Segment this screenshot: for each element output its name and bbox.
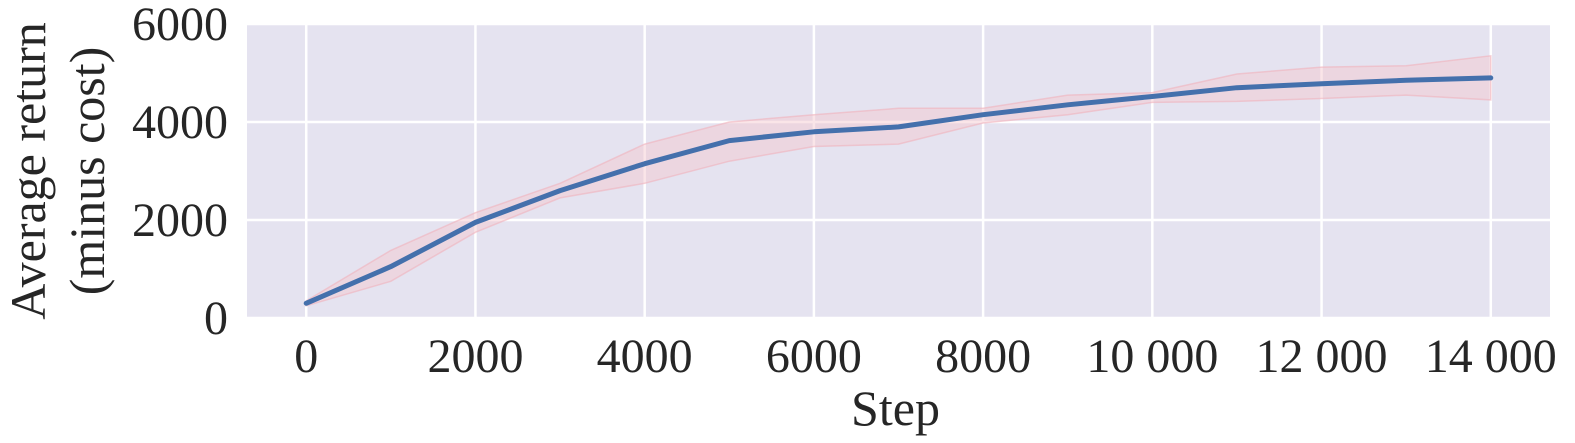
x-tick-label: 8000: [935, 330, 1031, 383]
y-tick-label: 6000: [132, 0, 228, 51]
x-tick-label: 4000: [597, 330, 693, 383]
y-axis-label: Average return (minus cost): [0, 22, 115, 320]
series-line: [303, 75, 1494, 306]
x-tick-label: 0: [294, 330, 318, 383]
y-axis-label-line-2: (minus cost): [59, 47, 115, 296]
y-tick-label: 0: [204, 292, 228, 345]
x-tick-label: 10 000: [1086, 330, 1218, 383]
x-axis-label: Step: [851, 380, 940, 436]
x-tick-label: 6000: [766, 330, 862, 383]
tick-labels: 0 2000 4000 6000 8000 10 000 12 000 14 000 0 2000…: [132, 0, 1557, 383]
x-tick-label: 2000: [427, 330, 523, 383]
y-tick-label: 2000: [132, 194, 228, 247]
y-axis-label-line-1: Average return: [0, 22, 56, 320]
plot-background: [247, 24, 1550, 318]
x-tick-label: 14 000: [1425, 330, 1557, 383]
y-tick-label: 4000: [132, 96, 228, 149]
x-tick-label: 12 000: [1256, 330, 1388, 383]
